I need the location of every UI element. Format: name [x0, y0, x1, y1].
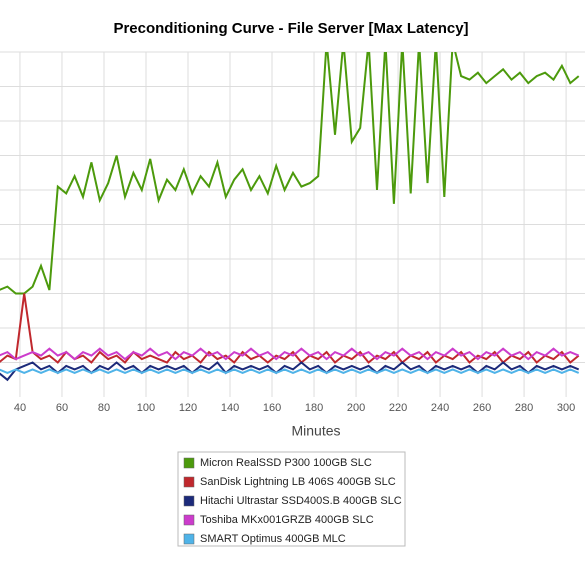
x-tick-label: 140: [221, 402, 239, 414]
legend-swatch: [183, 514, 195, 526]
series-line: [0, 361, 580, 382]
legend-label: SanDisk Lightning LB 406S 400GB SLC: [200, 476, 396, 488]
legend-label: Hitachi Ultrastar SSD400S.B 400GB SLC: [200, 495, 402, 507]
x-tick-label: 300: [557, 402, 575, 414]
legend-label: Micron RealSSD P300 100GB SLC: [200, 457, 372, 469]
series-line: [0, 52, 580, 295]
legend-swatch: [183, 533, 195, 545]
legend-swatch: [183, 457, 195, 469]
chart-title: Preconditioning Curve - File Server [Max…: [113, 20, 468, 37]
x-tick-label: 120: [179, 402, 197, 414]
legend-swatch: [183, 495, 195, 507]
x-axis-label: Minutes: [291, 423, 340, 439]
series-line: [0, 293, 580, 364]
x-tick-label: 40: [14, 402, 26, 414]
x-tick-label: 100: [137, 402, 155, 414]
x-tick-label: 280: [515, 402, 533, 414]
legend-label: Toshiba MKx001GRZB 400GB SLC: [200, 514, 374, 526]
x-tick-label: 160: [263, 402, 281, 414]
x-tick-label: 260: [473, 402, 491, 414]
x-tick-label: 180: [305, 402, 323, 414]
legend: [177, 451, 406, 547]
x-tick-label: 80: [98, 402, 110, 414]
legend-swatch: [183, 476, 195, 488]
x-tick-label: 200: [347, 402, 365, 414]
x-tick-label: 220: [389, 402, 407, 414]
series-line: [0, 347, 580, 361]
series-line: [0, 368, 580, 374]
plot-area: [0, 52, 580, 382]
legend-label: SMART Optimus 400GB MLC: [200, 533, 346, 545]
x-tick-label: 240: [431, 402, 449, 414]
x-tick-label: 60: [56, 402, 68, 414]
